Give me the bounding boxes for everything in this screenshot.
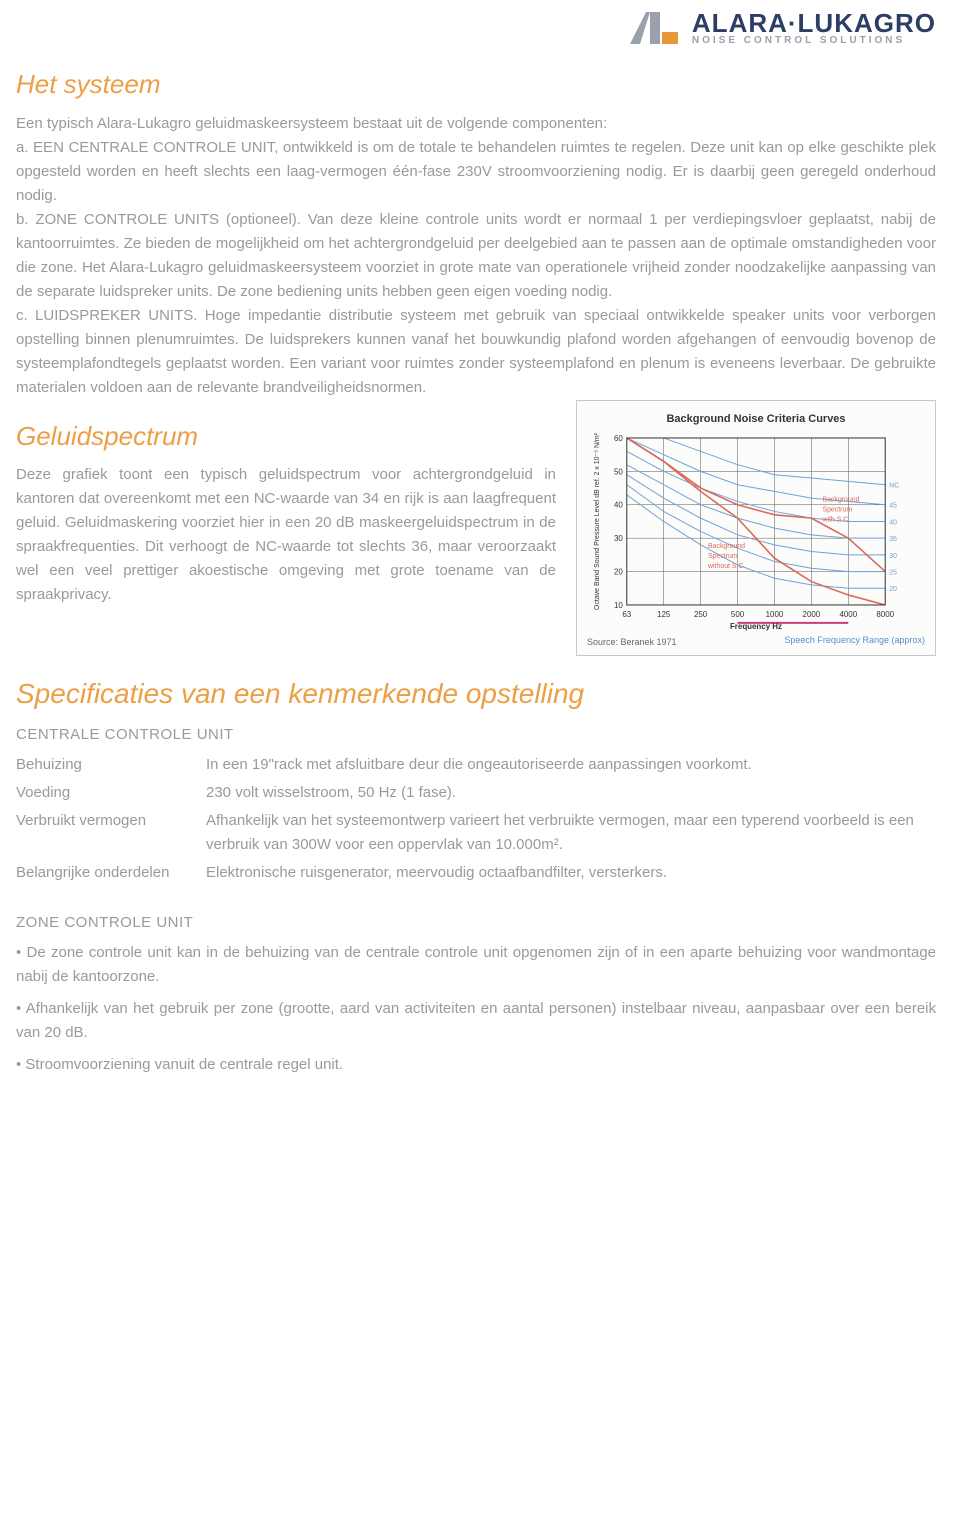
- svg-text:without S.C.: without S.C.: [707, 563, 745, 570]
- svg-text:60: 60: [614, 434, 623, 443]
- chart-caption: Speech Frequency Range (approx): [784, 633, 925, 649]
- svg-text:25: 25: [889, 570, 897, 577]
- svg-text:35: 35: [889, 536, 897, 543]
- logo-name: ALARA·LUKAGRO: [692, 10, 936, 36]
- svg-text:20: 20: [614, 568, 623, 577]
- spec-label: Verbruikt vermogen: [16, 809, 206, 861]
- svg-text:63: 63: [622, 610, 631, 619]
- logo: ALARA·LUKAGRO NOISE CONTROL SOLUTIONS: [16, 8, 936, 48]
- logo-text: ALARA·LUKAGRO NOISE CONTROL SOLUTIONS: [692, 10, 936, 46]
- svg-text:Octave Band Sound Pressure Lev: Octave Band Sound Pressure Level dB ref.…: [594, 432, 601, 610]
- svg-text:NC: NC: [889, 483, 899, 490]
- chart-svg: 10 20 30 40 50 60 63 125 250 500 1000 2000 4000 8000 N…: [587, 432, 925, 631]
- svg-text:Background: Background: [822, 497, 859, 504]
- svg-text:Spectrum: Spectrum: [708, 553, 738, 560]
- zone-bullet: Stroomvoorziening vanuit de centrale reg…: [16, 1053, 936, 1077]
- svg-text:20: 20: [889, 586, 897, 593]
- section-body-systeem: Een typisch Alara-Lukagro geluidmaskeers…: [16, 112, 936, 400]
- svg-text:500: 500: [731, 610, 745, 619]
- spec-table: Behuizing In een 19"rack met afsluitbare…: [16, 753, 936, 889]
- section-title-spectrum: Geluidspectrum: [16, 416, 556, 458]
- spec-value: In een 19"rack met afsluitbare deur die …: [206, 753, 936, 781]
- svg-text:with S.C.: with S.C.: [821, 517, 850, 524]
- svg-text:40: 40: [889, 520, 897, 527]
- svg-text:250: 250: [694, 610, 708, 619]
- spectrum-chart: Background Noise Criteria Curves 10 20 30 4…: [576, 400, 936, 657]
- spec-value: 230 volt wisselstroom, 50 Hz (1 fase).: [206, 781, 936, 809]
- section-title-systeem: Het systeem: [16, 64, 936, 106]
- section-title-specs: Specificaties van een kenmerkende opstel…: [16, 672, 936, 717]
- specs-sub-zone: ZONE CONTROLE UNIT: [16, 911, 936, 935]
- chart-title: Background Noise Criteria Curves: [587, 411, 925, 429]
- svg-text:Spectrum: Spectrum: [822, 507, 852, 514]
- chart-source: Source: Beranek 1971: [587, 635, 677, 649]
- svg-text:Background: Background: [708, 543, 745, 550]
- zone-bullet: Afhankelijk van het gebruik per zone (gr…: [16, 997, 936, 1045]
- logo-tagline: NOISE CONTROL SOLUTIONS: [692, 36, 936, 46]
- spec-label: Belangrijke onderdelen: [16, 861, 206, 889]
- spec-label: Voeding: [16, 781, 206, 809]
- spec-value: Elektronische ruisgenerator, meervoudig …: [206, 861, 936, 889]
- svg-text:45: 45: [889, 503, 897, 510]
- spec-value: Afhankelijk van het systeemontwerp varie…: [206, 809, 936, 861]
- svg-text:10: 10: [614, 601, 623, 610]
- svg-text:4000: 4000: [839, 610, 857, 619]
- svg-text:40: 40: [614, 501, 623, 510]
- svg-text:2000: 2000: [803, 610, 821, 619]
- svg-text:1000: 1000: [766, 610, 784, 619]
- logo-mark-icon: [626, 8, 682, 48]
- svg-text:30: 30: [889, 553, 897, 560]
- svg-text:50: 50: [614, 468, 623, 477]
- svg-text:8000: 8000: [876, 610, 894, 619]
- section-body-spectrum: Deze grafiek toont een typisch geluidspe…: [16, 463, 556, 607]
- svg-text:30: 30: [614, 534, 623, 543]
- spec-label: Behuizing: [16, 753, 206, 781]
- svg-text:Frequency Hz: Frequency Hz: [730, 622, 782, 631]
- specs-sub-central: CENTRALE CONTROLE UNIT: [16, 723, 936, 747]
- zone-bullet: De zone controle unit kan in de behuizin…: [16, 941, 936, 989]
- svg-text:125: 125: [657, 610, 671, 619]
